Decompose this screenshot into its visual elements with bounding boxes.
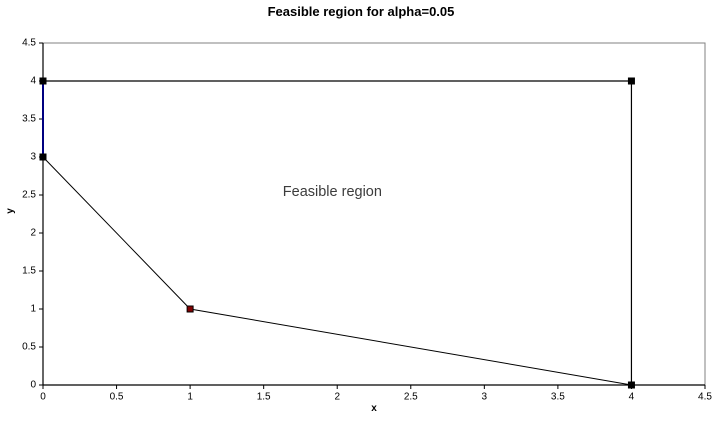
- chart-title: Feasible region for alpha=0.05: [267, 4, 455, 19]
- x-axis-title: x: [371, 403, 377, 414]
- y-tick-label: 1: [30, 304, 36, 315]
- y-tick-label: 1.5: [22, 266, 36, 277]
- data-point-marker: [627, 77, 635, 85]
- y-tick-label: 3.5: [22, 114, 36, 125]
- x-tick-label: 1.5: [257, 391, 271, 402]
- y-axis-title: y: [4, 208, 16, 214]
- y-tick-label: 2.5: [22, 190, 36, 201]
- x-tick-label: 4.5: [698, 391, 712, 402]
- x-tick-label: 4: [629, 391, 635, 402]
- y-tick-label: 4: [30, 76, 36, 87]
- x-tick-label: 3.5: [551, 391, 565, 402]
- data-point-marker: [39, 153, 47, 161]
- data-point-marker: [39, 77, 47, 85]
- y-tick-label: 3: [30, 152, 36, 163]
- data-point-marker: [627, 381, 635, 389]
- x-tick-label: 2: [334, 391, 340, 402]
- x-tick-label: 2.5: [404, 391, 418, 402]
- x-tick-label: 3: [482, 391, 488, 402]
- y-tick-label: 0: [30, 380, 36, 391]
- annotation-feasible-region: Feasible region: [282, 183, 382, 200]
- plot-border: [42, 42, 706, 386]
- x-tick-label: 0.5: [110, 391, 124, 402]
- y-tick-label: 2: [30, 228, 36, 239]
- y-tick-label: 0.5: [22, 342, 36, 353]
- y-tick-label: 4.5: [22, 38, 36, 49]
- data-point-marker: [186, 305, 194, 313]
- series-outer-box: [43, 80, 633, 385]
- x-tick-label: 1: [187, 391, 193, 402]
- x-tick-label: 0: [40, 391, 46, 402]
